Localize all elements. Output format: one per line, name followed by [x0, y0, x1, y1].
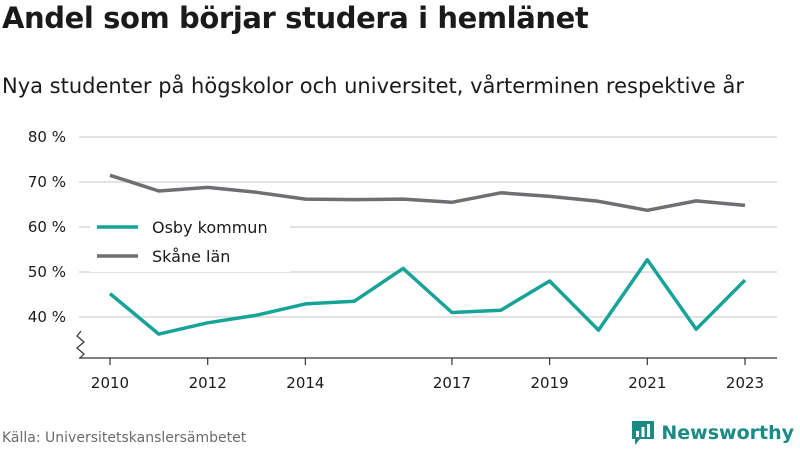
y-tick-label-60: 60 % — [28, 218, 66, 236]
y-tick-label-70: 70 % — [28, 173, 66, 191]
legend-background — [90, 212, 290, 272]
axes — [76, 330, 777, 365]
x-tick-label-2012: 2012 — [189, 374, 227, 392]
x-tick-label-2019: 2019 — [531, 374, 569, 392]
y-tick-label-50: 50 % — [28, 263, 66, 281]
x-tick-label-2023: 2023 — [726, 374, 764, 392]
legend-label-skåne-län: Skåne län — [152, 247, 230, 266]
chart-subtitle: Nya studenter på högskolor och universit… — [2, 74, 744, 98]
series-lines — [108, 173, 747, 336]
x-tick-label-2014: 2014 — [286, 374, 324, 392]
y-tick-labels: 40 % 50 % 60 % 70 % 80 % — [28, 128, 66, 326]
chart-title: Andel som börjar studera i hemlänet — [2, 1, 589, 35]
series-line-osby-kommun — [108, 258, 747, 336]
series-line-skåne-län — [109, 173, 746, 213]
x-tick-label-2010: 2010 — [91, 374, 129, 392]
brand-name: Newsworthy — [661, 422, 794, 444]
x-tick-label-2021: 2021 — [628, 374, 666, 392]
x-tick-label-2017: 2017 — [433, 374, 471, 392]
legend: Osby kommun Skåne län — [90, 212, 290, 272]
axis-break-icon — [76, 330, 85, 359]
y-tick-label-40: 40 % — [28, 308, 66, 326]
legend-label-osby-kommun: Osby kommun — [152, 218, 268, 237]
brand-logo: Newsworthy — [631, 420, 794, 446]
x-tick-labels: 2010 2012 2014 2017 2019 2021 2023 — [91, 374, 764, 392]
source-note: Källa: Universitetskanslersämbetet — [2, 430, 247, 446]
newsworthy-logo-icon — [632, 421, 655, 445]
y-tick-label-80: 80 % — [28, 128, 66, 146]
grid-lines — [79, 136, 777, 318]
